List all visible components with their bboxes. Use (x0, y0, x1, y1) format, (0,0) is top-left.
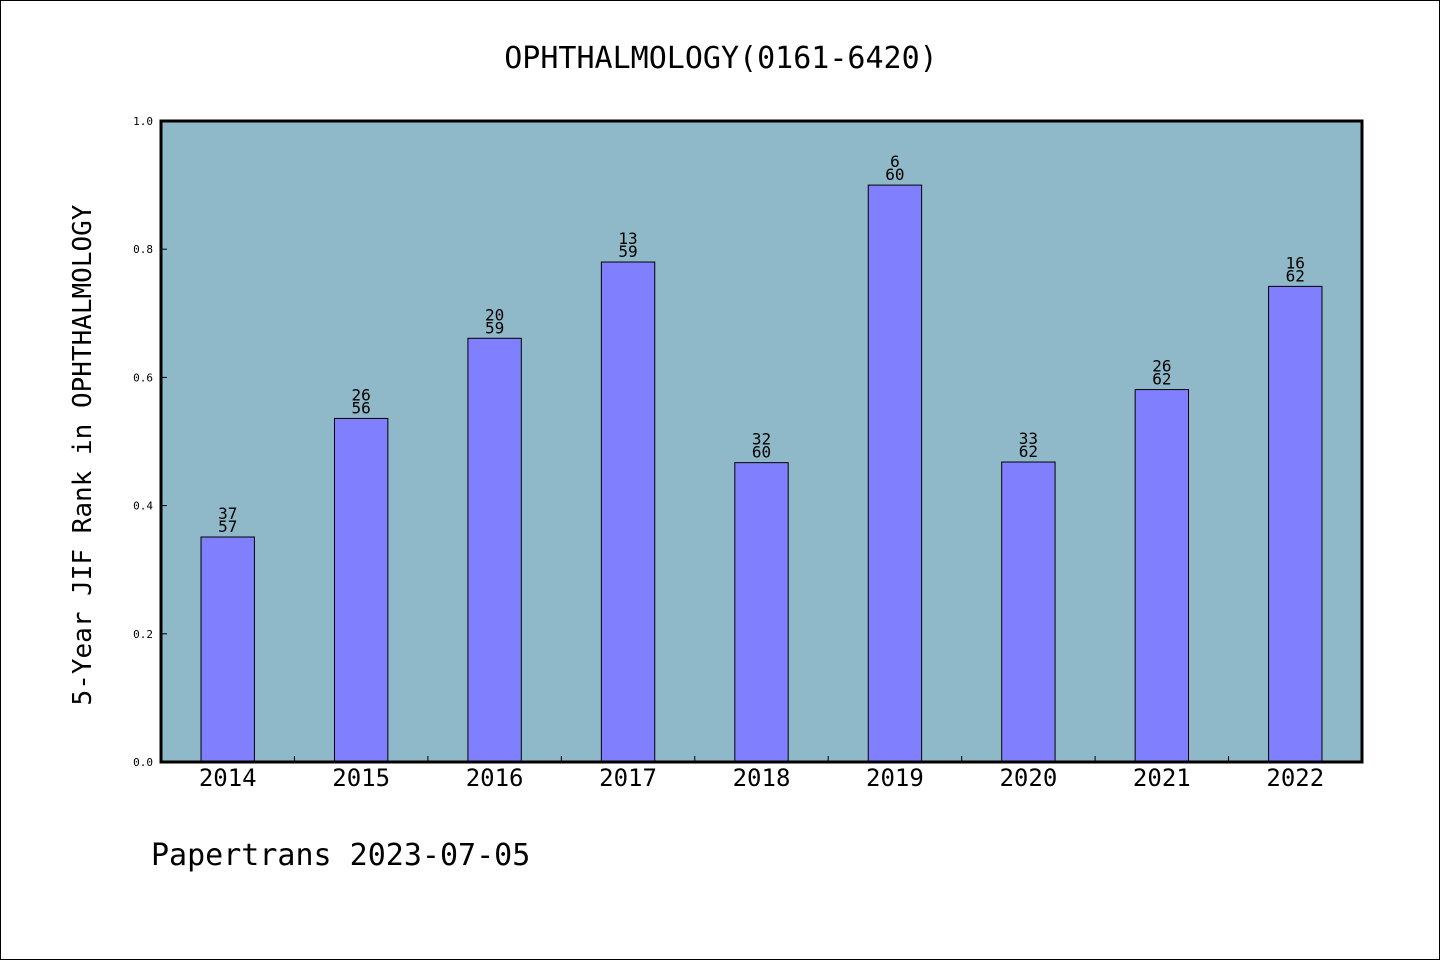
bar-label-top-2014: 37 (218, 504, 237, 523)
x-tick-label-2016: 2016 (466, 764, 524, 792)
bar-2022 (1268, 285, 1323, 763)
x-tick-label-2022: 2022 (1266, 764, 1324, 792)
x-tick-label-2018: 2018 (733, 764, 791, 792)
chart-title: OPHTHALMOLOGY(0161-6420) (504, 41, 937, 76)
y-tick-label-1.0: 1.0 (133, 115, 153, 128)
bar-label-top-2019: 6 (890, 152, 900, 171)
bar-label-bottom-2021: 62 (1152, 370, 1171, 389)
y-axis-label: 5-Year JIF Rank in OPHTHALMOLOGY (68, 204, 98, 705)
x-tick-label-2014: 2014 (199, 764, 257, 792)
y-tick-label-0.4: 0.4 (133, 500, 153, 513)
bar-label-top-2018: 32 (752, 430, 771, 449)
x-tick-label-2020: 2020 (999, 764, 1057, 792)
bar-label-bottom-2020: 62 (1019, 442, 1038, 461)
x-tick-label-2017: 2017 (599, 764, 657, 792)
bar-label-bottom-2018: 60 (752, 443, 771, 462)
x-tick-label-2019: 2019 (866, 764, 924, 792)
bar-2014 (200, 536, 255, 763)
bar-label-bottom-2022: 62 (1286, 266, 1305, 285)
bar-label-bottom-2016: 59 (485, 318, 504, 337)
y-tick-label-0.8: 0.8 (133, 243, 153, 256)
x-axis: 2014 2015 2016 2017 2018 2019 2020 2021 2022 (199, 756, 1324, 792)
bar-2018 (734, 462, 789, 763)
y-tick-label-0.0: 0.0 (133, 756, 153, 769)
y-tick-label-0.2: 0.2 (133, 628, 153, 641)
bar-label-bottom-2017: 59 (618, 242, 637, 261)
bar-2017 (600, 261, 656, 763)
y-tick-label-0.6: 0.6 (133, 371, 153, 384)
bar-label-top-2022: 16 (1286, 253, 1305, 272)
bar-label-top-2016: 20 (485, 305, 504, 324)
bars-layer (200, 184, 1323, 763)
bar-2016 (467, 337, 522, 763)
footer-credit: Papertrans 2023-07-05 (151, 838, 530, 873)
bar-2019 (867, 184, 923, 763)
x-tick-label-2021: 2021 (1133, 764, 1191, 792)
bar-label-top-2017: 13 (618, 229, 637, 248)
y-axis: 0.0 0.2 0.4 0.6 0.8 1.0 (133, 115, 167, 769)
bar-2021 (1134, 389, 1190, 763)
bar-label-top-2015: 26 (352, 385, 371, 404)
bar-label-bottom-2019: 60 (885, 165, 904, 184)
plot-border (159, 119, 1364, 764)
bar-label-top-2020: 33 (1019, 429, 1038, 448)
bar-label-bottom-2015: 56 (352, 398, 371, 417)
x-tick-label-2015: 2015 (332, 764, 390, 792)
bar-2015 (333, 417, 389, 763)
bar-label-bottom-2014: 57 (218, 517, 237, 536)
bar-label-top-2021: 26 (1152, 357, 1171, 376)
bar-2020 (1001, 461, 1056, 763)
